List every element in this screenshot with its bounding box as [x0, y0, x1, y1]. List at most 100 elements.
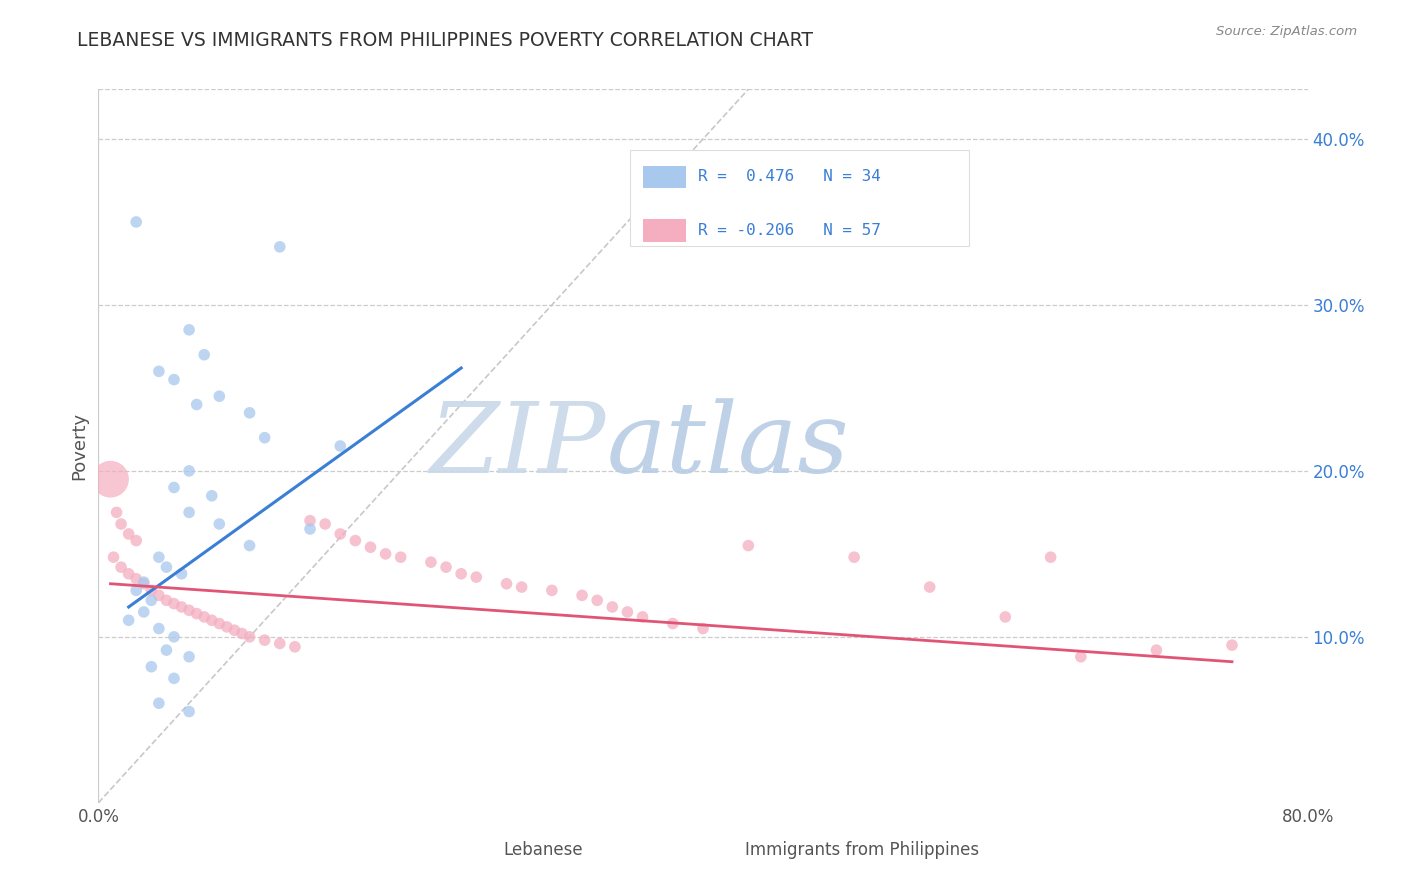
Point: [201, 489, 224, 503]
Point: [141, 583, 163, 598]
Text: atlas: atlas: [606, 399, 849, 493]
Point: [510, 580, 533, 594]
Point: [163, 481, 186, 495]
Text: R = -0.206   N = 57: R = -0.206 N = 57: [699, 223, 882, 238]
Text: ZIP: ZIP: [430, 399, 606, 493]
Point: [329, 527, 352, 541]
Point: [179, 464, 201, 478]
Point: [1220, 638, 1243, 652]
Point: [344, 533, 367, 548]
Point: [118, 613, 141, 627]
Point: [269, 240, 291, 254]
Point: [110, 560, 132, 574]
Point: [155, 643, 177, 657]
Text: Lebanese: Lebanese: [503, 841, 583, 859]
Point: [179, 649, 201, 664]
Point: [170, 599, 193, 614]
Point: [1144, 643, 1167, 657]
Point: [586, 593, 609, 607]
Point: [141, 593, 163, 607]
Point: [186, 397, 208, 411]
Point: [231, 626, 253, 640]
Point: [201, 613, 224, 627]
Point: [540, 583, 562, 598]
Point: [434, 560, 457, 574]
Point: [193, 348, 215, 362]
Point: [100, 472, 122, 486]
Point: [1039, 550, 1062, 565]
Point: [253, 633, 276, 648]
Point: [118, 527, 141, 541]
Point: [170, 566, 193, 581]
Point: [132, 605, 155, 619]
Point: [148, 696, 170, 710]
Point: [215, 620, 238, 634]
Point: [329, 439, 352, 453]
Point: [239, 630, 262, 644]
Point: [737, 539, 759, 553]
Point: [208, 516, 231, 531]
Point: [420, 555, 443, 569]
Point: [495, 576, 517, 591]
Point: [465, 570, 488, 584]
Point: [141, 659, 163, 673]
Point: [918, 580, 941, 594]
Text: LEBANESE VS IMMIGRANTS FROM PHILIPPINES POVERTY CORRELATION CHART: LEBANESE VS IMMIGRANTS FROM PHILIPPINES …: [77, 31, 813, 50]
Point: [239, 539, 262, 553]
Point: [208, 389, 231, 403]
Point: [299, 514, 322, 528]
Point: [148, 622, 170, 636]
Point: [631, 610, 654, 624]
Point: [105, 505, 128, 519]
Point: [125, 215, 148, 229]
Point: [110, 516, 132, 531]
Point: [360, 540, 382, 554]
Point: [163, 373, 186, 387]
Point: [125, 572, 148, 586]
Point: [389, 550, 412, 565]
Point: [253, 431, 276, 445]
Point: [132, 575, 155, 590]
Point: [118, 566, 141, 581]
FancyBboxPatch shape: [700, 838, 740, 862]
Point: [179, 505, 201, 519]
Point: [661, 616, 683, 631]
Point: [155, 560, 177, 574]
Point: [148, 588, 170, 602]
Point: [148, 550, 170, 565]
Text: Immigrants from Philippines: Immigrants from Philippines: [745, 841, 980, 859]
Point: [224, 624, 246, 638]
Point: [1070, 649, 1092, 664]
FancyBboxPatch shape: [643, 219, 686, 242]
Point: [186, 607, 208, 621]
Point: [299, 522, 322, 536]
Point: [132, 576, 155, 591]
FancyBboxPatch shape: [630, 150, 969, 246]
Point: [193, 610, 215, 624]
Point: [450, 566, 472, 581]
Point: [692, 622, 714, 636]
Point: [163, 630, 186, 644]
Y-axis label: Poverty: Poverty: [70, 412, 89, 480]
Point: [155, 593, 177, 607]
Point: [163, 671, 186, 685]
Point: [844, 550, 866, 565]
Point: [616, 605, 638, 619]
Point: [103, 550, 125, 565]
FancyBboxPatch shape: [458, 838, 498, 862]
Point: [994, 610, 1017, 624]
Point: [269, 636, 291, 650]
FancyBboxPatch shape: [643, 166, 686, 188]
Point: [179, 323, 201, 337]
Text: R =  0.476   N = 34: R = 0.476 N = 34: [699, 169, 882, 185]
Point: [239, 406, 262, 420]
Point: [374, 547, 396, 561]
Point: [314, 516, 336, 531]
Point: [179, 603, 201, 617]
Point: [163, 597, 186, 611]
Point: [125, 583, 148, 598]
Point: [602, 599, 624, 614]
Point: [125, 533, 148, 548]
Point: [148, 364, 170, 378]
Text: Source: ZipAtlas.com: Source: ZipAtlas.com: [1216, 25, 1357, 38]
